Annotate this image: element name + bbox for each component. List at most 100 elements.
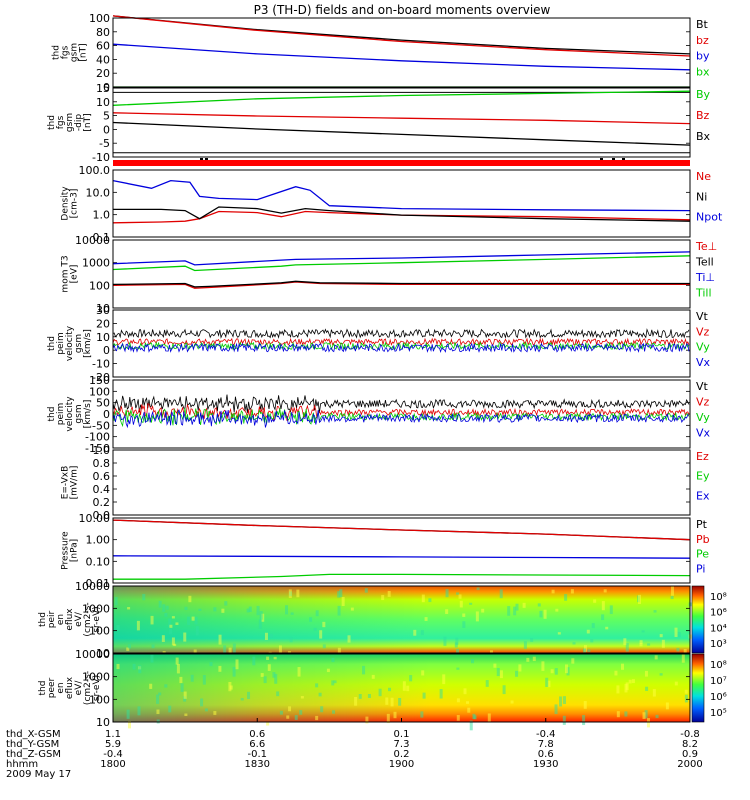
heatmap-speckle bbox=[659, 673, 663, 676]
heatmap-speckle bbox=[570, 589, 574, 594]
heatmap-speckle bbox=[555, 608, 559, 612]
heatmap-speckle bbox=[142, 593, 146, 601]
heatmap-speckle bbox=[428, 598, 432, 603]
heatmap-speckle bbox=[300, 696, 304, 699]
heatmap-speckle bbox=[456, 592, 460, 595]
y-axis-label-line: gsm bbox=[70, 43, 80, 62]
colorbar-tick-label: 10⁸ bbox=[710, 592, 727, 603]
heatmap-speckle bbox=[198, 608, 202, 611]
y-tick-label: 20 bbox=[96, 67, 110, 80]
y-tick-label: 1000 bbox=[82, 602, 110, 615]
heatmap-speckle bbox=[169, 628, 173, 635]
panel-peir: 10⁸ 10⁶ 10⁴ 10³ 10000 1000 100 10 thd peir en eflux… bbox=[38, 580, 727, 662]
legend-Bt: Bt bbox=[696, 18, 709, 31]
heatmap-speckle bbox=[469, 602, 473, 605]
colorbar-tick-label: 10⁴ bbox=[710, 623, 727, 634]
heatmap-speckle bbox=[266, 721, 270, 726]
heatmap-speckle bbox=[487, 713, 491, 722]
series-line-Pe bbox=[113, 573, 691, 580]
heatmap-speckle bbox=[541, 661, 545, 671]
heatmap-speckle bbox=[228, 681, 232, 692]
heatmap-speckle bbox=[362, 665, 366, 675]
heatmap-overlay bbox=[113, 586, 431, 653]
heatmap-speckle bbox=[290, 612, 294, 615]
y-tick-label: -20 bbox=[92, 371, 110, 384]
heatmap-speckle bbox=[422, 692, 426, 699]
y-axis-label: thd fgs gsm [nT] bbox=[52, 43, 89, 62]
heatmap-speckle bbox=[378, 688, 382, 697]
heatmap-speckle bbox=[322, 621, 326, 628]
heatmap-speckle bbox=[246, 608, 250, 613]
y-tick-label: 0.01 bbox=[86, 577, 111, 590]
y-axis-label-line: mom T3 bbox=[61, 255, 71, 292]
y-axis-label-line: [nT] bbox=[83, 113, 93, 131]
heatmap-speckle bbox=[475, 611, 479, 622]
heatmap-speckle bbox=[420, 630, 424, 636]
heatmap-speckle bbox=[315, 610, 319, 617]
panel-frame bbox=[112, 309, 691, 378]
panel-density: 100.0 10.0 1.0 0.1 Density [cm-3] Ne Ni Npot bbox=[61, 164, 723, 244]
x-date-label: 2009 May 17 bbox=[6, 769, 71, 780]
colorbar bbox=[691, 585, 705, 654]
heatmap-speckle bbox=[387, 590, 391, 597]
y-tick-label: 100.0 bbox=[79, 164, 111, 177]
heatmap-speckle bbox=[184, 713, 188, 717]
y-tick-label: 0 bbox=[103, 344, 110, 357]
heatmap-speckle bbox=[175, 622, 179, 625]
panel-frame bbox=[112, 449, 691, 516]
y-axis-label-line: gsm bbox=[74, 404, 84, 423]
heatmap-speckle bbox=[183, 696, 187, 702]
heatmap-speckle bbox=[583, 701, 587, 709]
heatmap-speckle bbox=[582, 648, 586, 653]
heatmap-speckle bbox=[158, 692, 162, 696]
panel-peer: 10⁸ 10⁷ 10⁶ 10⁵ 10000 1000 100 10 thd peer en eflux… bbox=[38, 648, 727, 731]
heatmap-speckle bbox=[341, 596, 345, 607]
heatmap-speckle bbox=[252, 656, 256, 666]
heatmap-speckle bbox=[587, 649, 591, 653]
heatmap-speckle bbox=[586, 629, 590, 634]
heatmap-speckle bbox=[472, 713, 476, 720]
heatmap-speckle bbox=[127, 607, 131, 610]
heatmap-speckle bbox=[288, 706, 292, 712]
legend-by: by bbox=[696, 50, 710, 63]
y-axis-label-line: thd bbox=[47, 115, 57, 130]
heatmap-speckle bbox=[285, 605, 289, 615]
y-axis-label-line: thd bbox=[52, 45, 62, 60]
heatmap-speckle bbox=[684, 694, 688, 703]
heatmap-speckle bbox=[259, 611, 263, 620]
y-tick-label: 50 bbox=[96, 397, 110, 410]
heatmap-speckle bbox=[671, 586, 675, 596]
heatmap-speckle bbox=[467, 707, 471, 713]
heatmap-speckle bbox=[173, 643, 177, 647]
heatmap-speckle bbox=[638, 594, 642, 604]
heatmap-speckle bbox=[388, 687, 392, 692]
x-row-label: thd_Y-GSM bbox=[6, 739, 59, 750]
heatmap-speckle bbox=[601, 601, 605, 611]
heatmap-speckle bbox=[601, 614, 605, 621]
heatmap-speckle bbox=[190, 674, 194, 682]
heatmap-speckle bbox=[337, 591, 341, 598]
heatmap-speckle bbox=[364, 588, 368, 593]
y-tick-label: 15 bbox=[96, 82, 110, 95]
legend-Till: Till bbox=[695, 287, 712, 300]
heatmap-speckle bbox=[502, 685, 506, 695]
y-axis-label-line: (cm2-s- bbox=[83, 602, 93, 636]
heatmap-speckle bbox=[572, 642, 576, 645]
y-tick-label: 10000 bbox=[75, 648, 110, 661]
y-axis-label-line: thd bbox=[38, 681, 48, 696]
heatmap-speckle bbox=[646, 718, 650, 728]
heatmap-speckle bbox=[221, 608, 225, 613]
y-tick-label: 60 bbox=[96, 40, 110, 53]
y-tick-label: 10 bbox=[96, 647, 110, 660]
x-row-value: 7.3 bbox=[394, 739, 410, 750]
y-tick-label: 30 bbox=[96, 304, 110, 317]
heatmap-speckle bbox=[661, 639, 665, 648]
x-row-value: 0.6 bbox=[538, 749, 554, 760]
heatmap-speckle bbox=[526, 657, 530, 662]
heatmap-speckle bbox=[645, 686, 649, 691]
heatmap-speckle bbox=[332, 710, 336, 714]
heatmap-speckle bbox=[466, 701, 470, 704]
y-axis-label-line: peer bbox=[47, 677, 57, 698]
heatmap-speckle bbox=[149, 683, 153, 689]
series-line-Vx bbox=[112, 409, 690, 429]
